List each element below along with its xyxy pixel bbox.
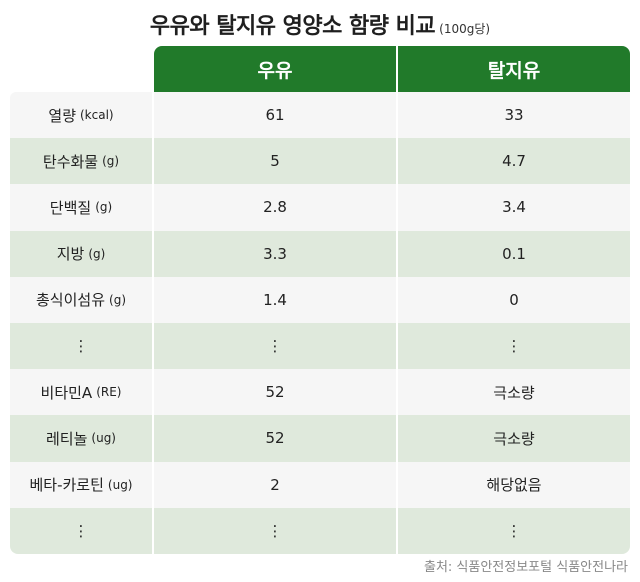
skim-value: ⋮ [506, 521, 522, 540]
milk-value: 2.8 [154, 184, 398, 231]
row-label: 단백질 (g) [10, 184, 154, 231]
row-label-unit: (g) [88, 246, 106, 261]
row-label: 비타민A (RE) [10, 369, 154, 416]
milk-value: 61 [154, 92, 398, 139]
skim-value: 극소량 [493, 429, 535, 448]
row-label: 레티놀 (ug) [10, 415, 154, 462]
row-label: 지방 (g) [10, 230, 154, 277]
table-row: 지방 (g) 3.3 0.1 [10, 230, 630, 277]
row-label-text: 지방 [56, 245, 85, 264]
row-label-text: ⋮ [73, 521, 89, 540]
milk-value: 5 [154, 138, 398, 185]
milk-value: ⋮ [154, 322, 398, 370]
page-title: 우유와 탈지유 영양소 함량 비교 (100g당) [0, 8, 640, 40]
row-label: 총식이섬유 (g) [10, 276, 154, 323]
milk-value: 2 [154, 461, 398, 508]
row-label-unit: (g) [109, 292, 126, 307]
row-label-unit: (kcal) [80, 108, 114, 123]
row-label-unit: (ug) [107, 477, 133, 492]
title-unit: (100g당) [439, 22, 491, 36]
milk-value: 1.4 [154, 276, 398, 323]
skim-value: 4.7 [502, 152, 526, 171]
row-label-unit: (RE) [96, 385, 122, 400]
row-label-text: 총식이섬유 [36, 291, 106, 310]
row-label-unit: (g) [95, 200, 113, 215]
row-label: 열량 (kcal) [10, 92, 154, 139]
row-label: 베타-카로틴 (ug) [10, 461, 154, 508]
row-label-text: 단백질 [49, 198, 92, 217]
row-label-text: 탄수화물 [42, 152, 99, 171]
milk-value: 52 [154, 415, 398, 462]
skim-value: 0 [509, 290, 519, 309]
table-row: 탄수화물 (g) 5 4.7 [10, 138, 630, 185]
row-label: ⋮ [10, 322, 154, 370]
row-label-text: 베타-카로틴 [29, 476, 104, 495]
skim-value: 3.4 [502, 198, 526, 217]
row-label-text: 비타민A [40, 383, 93, 402]
table-row: 비타민A (RE) 52 극소량 [10, 369, 630, 416]
table-body: 열량 (kcal) 61 33 탄수화물 (g) 5 4.7 단백질 (g) 2.8 … [10, 92, 630, 554]
table-row: 총식이섬유 (g) 1.4 0 [10, 276, 630, 323]
table-row: 베타-카로틴 (ug) 2 해당없음 [10, 461, 630, 508]
source-caption: 출처: 식품안전정보포털 식품안전나라 [423, 560, 628, 575]
skim-value: 33 [504, 106, 524, 125]
row-label: 탄수화물 (g) [10, 138, 154, 185]
milk-value: 52 [154, 369, 398, 416]
row-label-unit: (g) [102, 154, 120, 169]
table-row: 레티놀 (ug) 52 극소량 [10, 415, 630, 462]
title-text: 우유와 탈지유 영양소 함량 비교 [149, 14, 436, 39]
header-skim-milk: 탈지유 [398, 46, 630, 92]
table-row-ellipsis: ⋮ ⋮ ⋮ [10, 507, 630, 554]
row-label-text: 레티놀 [46, 429, 88, 448]
skim-value: 0.1 [502, 244, 526, 263]
table-row: 열량 (kcal) 61 33 [10, 92, 630, 139]
table-header: 우유 탈지유 [10, 46, 630, 92]
milk-value: ⋮ [154, 507, 398, 554]
row-label-text: 열량 [48, 106, 76, 125]
row-label: ⋮ [10, 507, 154, 554]
skim-value: 극소량 [493, 383, 535, 402]
table-row: 단백질 (g) 2.8 3.4 [10, 184, 630, 231]
row-label-text: ⋮ [73, 337, 89, 356]
skim-value: ⋮ [506, 337, 522, 356]
milk-value: 3.3 [154, 230, 398, 277]
skim-value: 해당없음 [486, 476, 542, 495]
header-milk: 우유 [154, 46, 396, 92]
table-row-ellipsis: ⋮ ⋮ ⋮ [10, 322, 630, 370]
row-label-unit: (ug) [91, 431, 116, 446]
nutrition-table: 우유 탈지유 열량 (kcal) 61 33 탄수화물 (g) 5 4.7 단백질(… [10, 46, 630, 554]
